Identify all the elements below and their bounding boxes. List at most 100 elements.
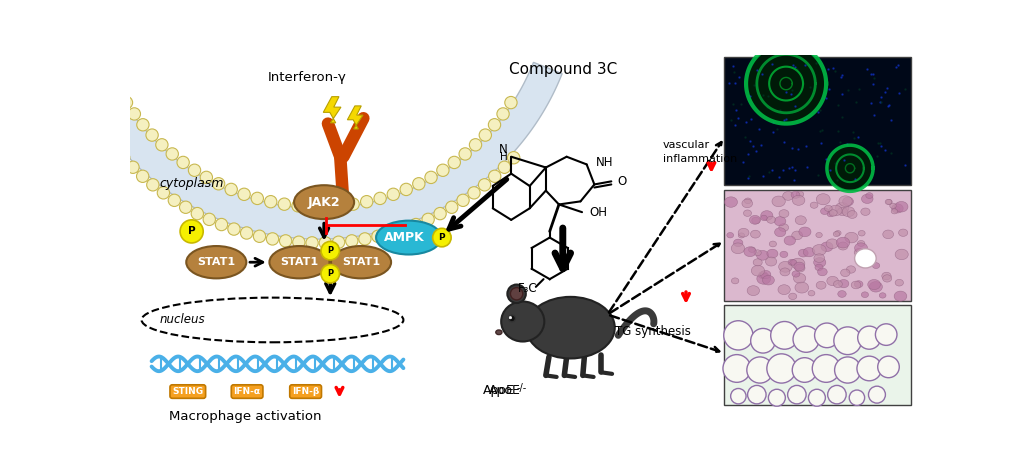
Ellipse shape <box>751 265 764 276</box>
Ellipse shape <box>767 389 785 406</box>
Ellipse shape <box>761 275 773 285</box>
Ellipse shape <box>117 151 129 164</box>
Ellipse shape <box>359 233 371 245</box>
Ellipse shape <box>857 241 864 246</box>
Ellipse shape <box>850 281 860 289</box>
Text: H: H <box>499 152 506 162</box>
Text: ApoE: ApoE <box>483 384 515 397</box>
Text: JAK2: JAK2 <box>308 196 340 209</box>
Ellipse shape <box>791 271 799 277</box>
Ellipse shape <box>853 249 863 256</box>
Ellipse shape <box>798 227 810 237</box>
Ellipse shape <box>227 223 239 235</box>
Text: -/-: -/- <box>516 383 527 393</box>
Polygon shape <box>323 97 340 123</box>
Ellipse shape <box>814 323 839 347</box>
Ellipse shape <box>867 386 884 403</box>
Text: nucleus: nucleus <box>159 313 205 326</box>
Ellipse shape <box>815 281 825 289</box>
Ellipse shape <box>293 185 354 219</box>
Polygon shape <box>347 106 363 129</box>
Text: cytoplasm: cytoplasm <box>159 177 223 190</box>
Ellipse shape <box>817 268 826 276</box>
Ellipse shape <box>880 272 891 280</box>
Ellipse shape <box>360 196 373 208</box>
Text: AMPK: AMPK <box>383 231 424 244</box>
Ellipse shape <box>744 198 751 204</box>
Ellipse shape <box>508 315 515 322</box>
Ellipse shape <box>510 288 523 300</box>
Ellipse shape <box>203 213 215 225</box>
Ellipse shape <box>738 228 748 237</box>
Ellipse shape <box>738 233 744 238</box>
Ellipse shape <box>823 205 832 212</box>
Ellipse shape <box>321 264 339 283</box>
Ellipse shape <box>120 96 132 109</box>
Ellipse shape <box>794 282 808 293</box>
Ellipse shape <box>496 108 508 120</box>
Ellipse shape <box>748 247 755 252</box>
Ellipse shape <box>387 188 399 201</box>
Ellipse shape <box>833 327 861 355</box>
Text: N: N <box>498 143 507 156</box>
Ellipse shape <box>752 259 761 266</box>
Ellipse shape <box>759 270 770 279</box>
Ellipse shape <box>773 228 785 237</box>
Ellipse shape <box>447 156 460 168</box>
Ellipse shape <box>425 171 437 184</box>
Ellipse shape <box>826 386 846 404</box>
Ellipse shape <box>278 198 290 210</box>
Ellipse shape <box>773 217 785 226</box>
Ellipse shape <box>723 197 737 207</box>
Ellipse shape <box>891 209 897 214</box>
Ellipse shape <box>807 291 814 296</box>
Ellipse shape <box>750 329 774 353</box>
Ellipse shape <box>893 207 899 211</box>
Ellipse shape <box>868 281 881 292</box>
Ellipse shape <box>861 194 872 203</box>
Ellipse shape <box>200 171 212 184</box>
Ellipse shape <box>792 358 816 382</box>
Text: TG synthesis: TG synthesis <box>614 325 690 338</box>
Ellipse shape <box>809 202 817 208</box>
Ellipse shape <box>764 257 775 266</box>
Text: inflammation: inflammation <box>662 154 737 164</box>
Ellipse shape <box>795 216 806 225</box>
Ellipse shape <box>399 183 412 196</box>
Ellipse shape <box>507 151 520 164</box>
Ellipse shape <box>780 268 789 276</box>
Ellipse shape <box>422 213 434 225</box>
Ellipse shape <box>251 192 263 205</box>
Ellipse shape <box>436 164 448 176</box>
Ellipse shape <box>811 245 825 256</box>
Ellipse shape <box>319 201 331 213</box>
Ellipse shape <box>856 356 880 381</box>
Text: Macrophage activation: Macrophage activation <box>169 410 321 423</box>
Ellipse shape <box>758 272 767 279</box>
Ellipse shape <box>495 330 501 335</box>
Ellipse shape <box>874 324 896 345</box>
Ellipse shape <box>469 139 481 151</box>
Ellipse shape <box>788 293 796 300</box>
Ellipse shape <box>784 236 795 245</box>
Ellipse shape <box>771 196 785 207</box>
Ellipse shape <box>891 204 902 213</box>
Ellipse shape <box>813 254 823 263</box>
Ellipse shape <box>814 264 822 271</box>
Ellipse shape <box>766 216 774 223</box>
Bar <box>723 305 910 405</box>
Ellipse shape <box>137 170 149 182</box>
Ellipse shape <box>836 237 849 248</box>
Ellipse shape <box>168 194 180 207</box>
Ellipse shape <box>432 228 450 247</box>
Ellipse shape <box>240 227 253 239</box>
Ellipse shape <box>877 356 899 378</box>
Ellipse shape <box>838 242 847 250</box>
Text: Compound 3C: Compound 3C <box>508 62 616 77</box>
Ellipse shape <box>838 280 848 288</box>
Ellipse shape <box>770 321 798 349</box>
Text: IFN-α: IFN-α <box>233 387 261 396</box>
Ellipse shape <box>264 196 276 208</box>
Ellipse shape <box>741 199 752 208</box>
Text: F₃C: F₃C <box>518 282 537 295</box>
